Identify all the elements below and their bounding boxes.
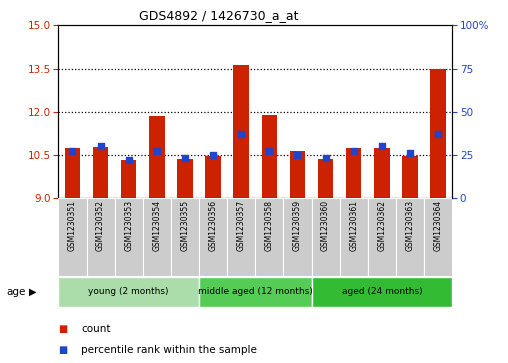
Bar [171,198,199,276]
Bar [255,198,283,276]
Bar [374,148,390,198]
Text: GSM1230351: GSM1230351 [68,200,77,251]
Text: count: count [81,323,111,334]
Bar [58,277,199,307]
Text: age: age [7,287,26,297]
Bar [262,115,277,198]
Text: GSM1230356: GSM1230356 [209,200,217,251]
Bar [199,198,227,276]
Bar [143,198,171,276]
Point [124,157,133,163]
Text: GSM1230364: GSM1230364 [433,200,442,251]
Point [209,152,217,158]
Text: GSM1230353: GSM1230353 [124,200,133,251]
Text: GSM1230357: GSM1230357 [237,200,246,251]
Bar [149,116,165,198]
Point [153,148,161,154]
Bar [199,277,311,307]
Text: GSM1230355: GSM1230355 [180,200,189,251]
Point [434,131,442,137]
Text: GDS4892 / 1426730_a_at: GDS4892 / 1426730_a_at [139,9,298,22]
Bar [58,198,86,276]
Point [181,155,189,161]
Bar [318,159,333,198]
Text: GSM1230363: GSM1230363 [405,200,415,251]
Bar [283,198,311,276]
Text: GSM1230362: GSM1230362 [377,200,386,251]
Bar [290,151,305,198]
Point [406,150,414,156]
Text: GSM1230354: GSM1230354 [152,200,162,251]
Text: aged (24 months): aged (24 months) [341,287,422,296]
Point [350,148,358,154]
Text: ■: ■ [58,323,68,334]
Bar [65,148,80,198]
Bar [227,198,255,276]
Text: GSM1230358: GSM1230358 [265,200,274,251]
Point [294,152,302,158]
Text: GSM1230359: GSM1230359 [293,200,302,251]
Bar [424,198,452,276]
Bar [93,147,108,198]
Bar [234,65,249,198]
Bar [115,198,143,276]
Bar [121,160,137,198]
Bar [340,198,368,276]
Point [265,148,273,154]
Bar [396,198,424,276]
Bar [311,198,340,276]
Point [322,155,330,161]
Bar [368,198,396,276]
Text: ▶: ▶ [29,287,37,297]
Text: ■: ■ [58,345,68,355]
Text: GSM1230352: GSM1230352 [96,200,105,251]
Bar [346,148,361,198]
Text: young (2 months): young (2 months) [88,287,169,296]
Text: GSM1230361: GSM1230361 [349,200,358,251]
Bar [205,156,221,198]
Point [97,143,105,149]
Point [237,131,245,137]
Text: GSM1230360: GSM1230360 [321,200,330,251]
Bar [430,69,446,198]
Text: percentile rank within the sample: percentile rank within the sample [81,345,257,355]
Bar [311,277,452,307]
Point [378,143,386,149]
Bar [86,198,115,276]
Point [69,148,77,154]
Text: middle aged (12 months): middle aged (12 months) [198,287,312,296]
Bar [177,159,193,198]
Bar [402,156,418,198]
